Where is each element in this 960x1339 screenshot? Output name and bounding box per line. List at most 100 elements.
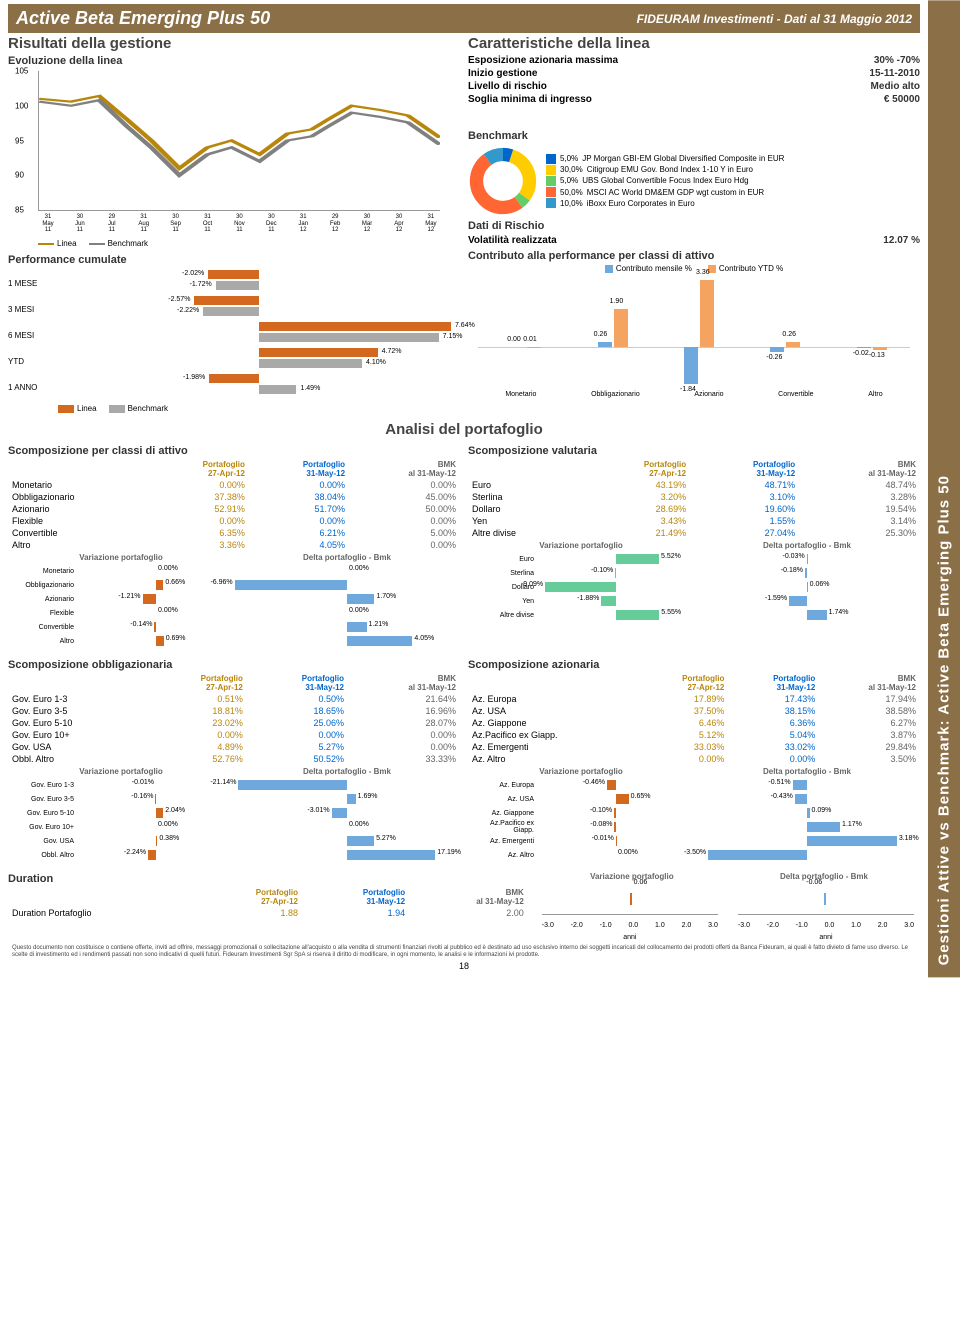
contrib-value: -0.26 <box>766 354 782 361</box>
report-date: FIDEURAM Investimenti - Dati al 31 Maggi… <box>637 12 912 26</box>
table-header: BMKal 31-May-12 <box>409 887 528 907</box>
mini-row: Azionario-1.21% <box>8 592 234 606</box>
table-cell: 43.19% <box>581 479 690 491</box>
caratteristica-row: Soglia minima di ingresso€ 50000 <box>468 93 920 106</box>
caratteristica-value: Medio alto <box>871 81 920 92</box>
x-axis-label: 31Jan12 <box>294 214 312 234</box>
table-cell: 25.06% <box>247 717 348 729</box>
table-cell: Obbligazionario <box>8 491 149 503</box>
table-header: Portafoglio31-May-12 <box>247 673 348 693</box>
table-cell: 37.50% <box>637 705 728 717</box>
sc-table: Portafoglio27-Apr-12Portafoglio31-May-12… <box>468 459 920 539</box>
mini-value: 0.00% <box>618 849 638 856</box>
caratteristica-value: 30% -70% <box>874 55 920 66</box>
table-header: Portafoglio31-May-12 <box>249 459 349 479</box>
perf-value: 1.49% <box>300 385 320 392</box>
mini-value: -21.14% <box>210 779 236 786</box>
mini-value: -3.50% <box>684 849 706 856</box>
mini-row: -0.43% <box>694 792 920 806</box>
table-cell: Altro <box>8 539 149 551</box>
table-cell: 38.15% <box>728 705 819 717</box>
mini-row: Az. Altro0.00% <box>468 848 694 862</box>
dur-tick: -1.0 <box>600 922 612 929</box>
dur-value: 0.06 <box>634 879 648 886</box>
table-cell: Altre divise <box>468 527 581 539</box>
legend-bench: Benchmark <box>109 404 168 413</box>
table-cell: 29.84% <box>819 741 920 753</box>
table-header <box>468 673 637 693</box>
table-cell: 6.27% <box>819 717 920 729</box>
table-cell: 28.07% <box>348 717 460 729</box>
caratteristica-row: Inizio gestione15-11-2010 <box>468 67 920 80</box>
mini-value: 0.66% <box>165 579 185 586</box>
mini-value: 4.05% <box>414 635 434 642</box>
mini-row: Az. Emergenti-0.01% <box>468 834 694 848</box>
x-axis-label: 30Nov11 <box>230 214 248 234</box>
dur-tick: 2.0 <box>878 922 888 929</box>
perf-label: 1 ANNO <box>8 383 58 392</box>
duration-title: Duration <box>8 873 528 885</box>
caratteristica-row: Esposizione azionaria massima30% -70% <box>468 54 920 67</box>
mini-value: -0.14% <box>130 621 152 628</box>
perf-value: 7.64% <box>455 322 475 329</box>
mini-value: -0.18% <box>781 567 803 574</box>
table-cell: 5.00% <box>349 527 460 539</box>
mini-row: -0.51% <box>694 778 920 792</box>
table-row: Convertible6.35%6.21%5.00% <box>8 527 460 539</box>
contrib-value: 0.00 <box>507 336 521 343</box>
mini-value: -0.03% <box>782 553 804 560</box>
mini-value: -0.43% <box>771 793 793 800</box>
contrib-value: -0.13 <box>869 352 885 359</box>
table-cell: 25.30% <box>799 527 920 539</box>
table-cell: Euro <box>468 479 581 491</box>
table-row: Az. USA37.50%38.15%38.58% <box>468 705 920 717</box>
mini-value: 5.27% <box>376 835 396 842</box>
mini-row: -1.59% <box>694 594 920 608</box>
mini-label: Euro <box>468 556 538 563</box>
table-cell: 48.71% <box>690 479 799 491</box>
contrib-cat: Obbligazionario <box>591 391 640 398</box>
table-cell: 0.00% <box>348 729 460 741</box>
contrib-value: 0.01 <box>523 336 537 343</box>
mini-value: -0.10% <box>590 807 612 814</box>
sc-mini-chart: Az. Europa-0.46%Az. USA0.65%Az. Giappone… <box>468 778 920 862</box>
table-row: Flexible0.00%0.00%0.00% <box>8 515 460 527</box>
mini-value: 0.06% <box>810 581 830 588</box>
sc-table: Portafoglio27-Apr-12Portafoglio31-May-12… <box>468 673 920 765</box>
table-cell: 21.64% <box>348 693 460 705</box>
perf-value: 4.72% <box>382 348 402 355</box>
y-axis-label: 85 <box>15 206 24 215</box>
mini-row: Obbligazionario0.66% <box>8 578 234 592</box>
table-cell: Gov. Euro 5-10 <box>8 717 146 729</box>
table-cell: Az. Emergenti <box>468 741 637 753</box>
mini-row: 0.00% <box>234 820 460 834</box>
sc-sublabels: Variazione portafoglioDelta portafoglio … <box>468 541 920 550</box>
table-cell: 38.58% <box>819 705 920 717</box>
sc-title: Scomposizione obbligazionaria <box>8 659 460 671</box>
table-cell: 3.14% <box>799 515 920 527</box>
mini-value: -0.01% <box>132 779 154 786</box>
mini-row: 1.74% <box>694 608 920 622</box>
dur-tick: 0.0 <box>825 922 835 929</box>
table-cell: 0.00% <box>728 753 819 765</box>
contrib-value: 1.90 <box>610 298 624 305</box>
mini-row: Flexible0.00% <box>8 606 234 620</box>
mini-value: 0.00% <box>349 821 369 828</box>
dur-xlabel: anni <box>738 934 914 941</box>
mini-value: 0.00% <box>158 565 178 572</box>
perf-value: -2.57% <box>168 296 190 303</box>
mini-value: -6.96% <box>210 579 232 586</box>
volatilita-label: Volatilità realizzata <box>468 235 557 246</box>
contributo-chart: 0.000.010.261.90-1.843.36-0.260.26-0.02-… <box>478 277 910 387</box>
mini-label: Gov. Euro 10+ <box>8 824 78 831</box>
caratteristica-label: Inizio gestione <box>468 68 537 79</box>
table-row: Dollaro28.69%19.60%19.54% <box>468 503 920 515</box>
y-axis-label: 100 <box>15 101 28 110</box>
x-axis-label: 31May12 <box>422 214 440 234</box>
mini-row: Az.Pacifico ex Giapp.-0.08% <box>468 820 694 834</box>
perf-label: 1 MESE <box>8 279 58 288</box>
mini-value: 0.09% <box>812 807 832 814</box>
table-row: Az. Emergenti33.03%33.02%29.84% <box>468 741 920 753</box>
x-axis-label: 30Dec11 <box>262 214 280 234</box>
dur-tick: -2.0 <box>571 922 583 929</box>
